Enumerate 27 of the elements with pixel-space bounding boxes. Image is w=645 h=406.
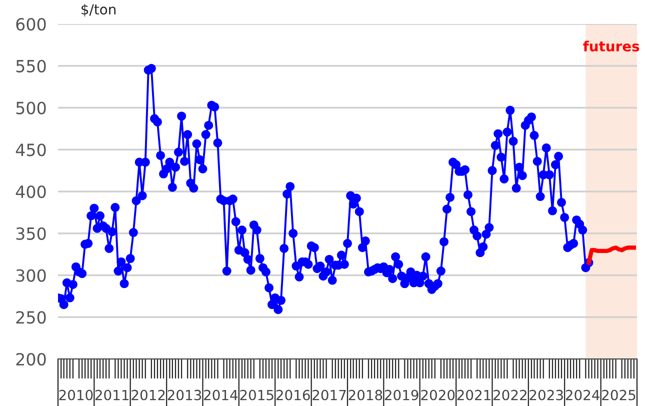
x-tick-label: 2025 xyxy=(602,390,636,400)
y-tick-label: 500 xyxy=(16,102,46,114)
x-tick-label: 2010 xyxy=(59,390,93,400)
y-tick-label: 450 xyxy=(16,144,46,156)
x-tick-label: 2017 xyxy=(312,390,346,400)
x-tick-label: 2021 xyxy=(457,390,490,400)
x-tick-label: 2022 xyxy=(494,390,526,400)
x-tick-label: 2012 xyxy=(132,390,165,400)
x-tick-label: 2015 xyxy=(240,390,274,400)
y-tick-label: 600 xyxy=(16,18,46,31)
x-tick-label: 2014 xyxy=(204,390,238,400)
x-tick-label: 2013 xyxy=(168,390,202,400)
y-axis-title: $/ton xyxy=(82,4,116,16)
x-tick-label: 2023 xyxy=(530,390,563,400)
y-tick-label: 400 xyxy=(16,185,46,198)
band-label: futures xyxy=(583,40,640,52)
y-tick-label: 300 xyxy=(16,269,46,282)
y-tick-label: 250 xyxy=(16,311,46,324)
x-tick-label: 2019 xyxy=(384,390,418,400)
x-tick-label: 2018 xyxy=(348,390,382,400)
y-tick-label: 550 xyxy=(16,60,46,72)
x-tick-label: 2011 xyxy=(95,390,128,400)
y-tick-label: 200 xyxy=(16,352,46,366)
x-tick-label: 2024 xyxy=(566,390,600,400)
x-tick-label: 2020 xyxy=(421,390,455,400)
y-tick-label: 350 xyxy=(16,227,46,240)
x-tick-label: 2016 xyxy=(276,390,310,400)
